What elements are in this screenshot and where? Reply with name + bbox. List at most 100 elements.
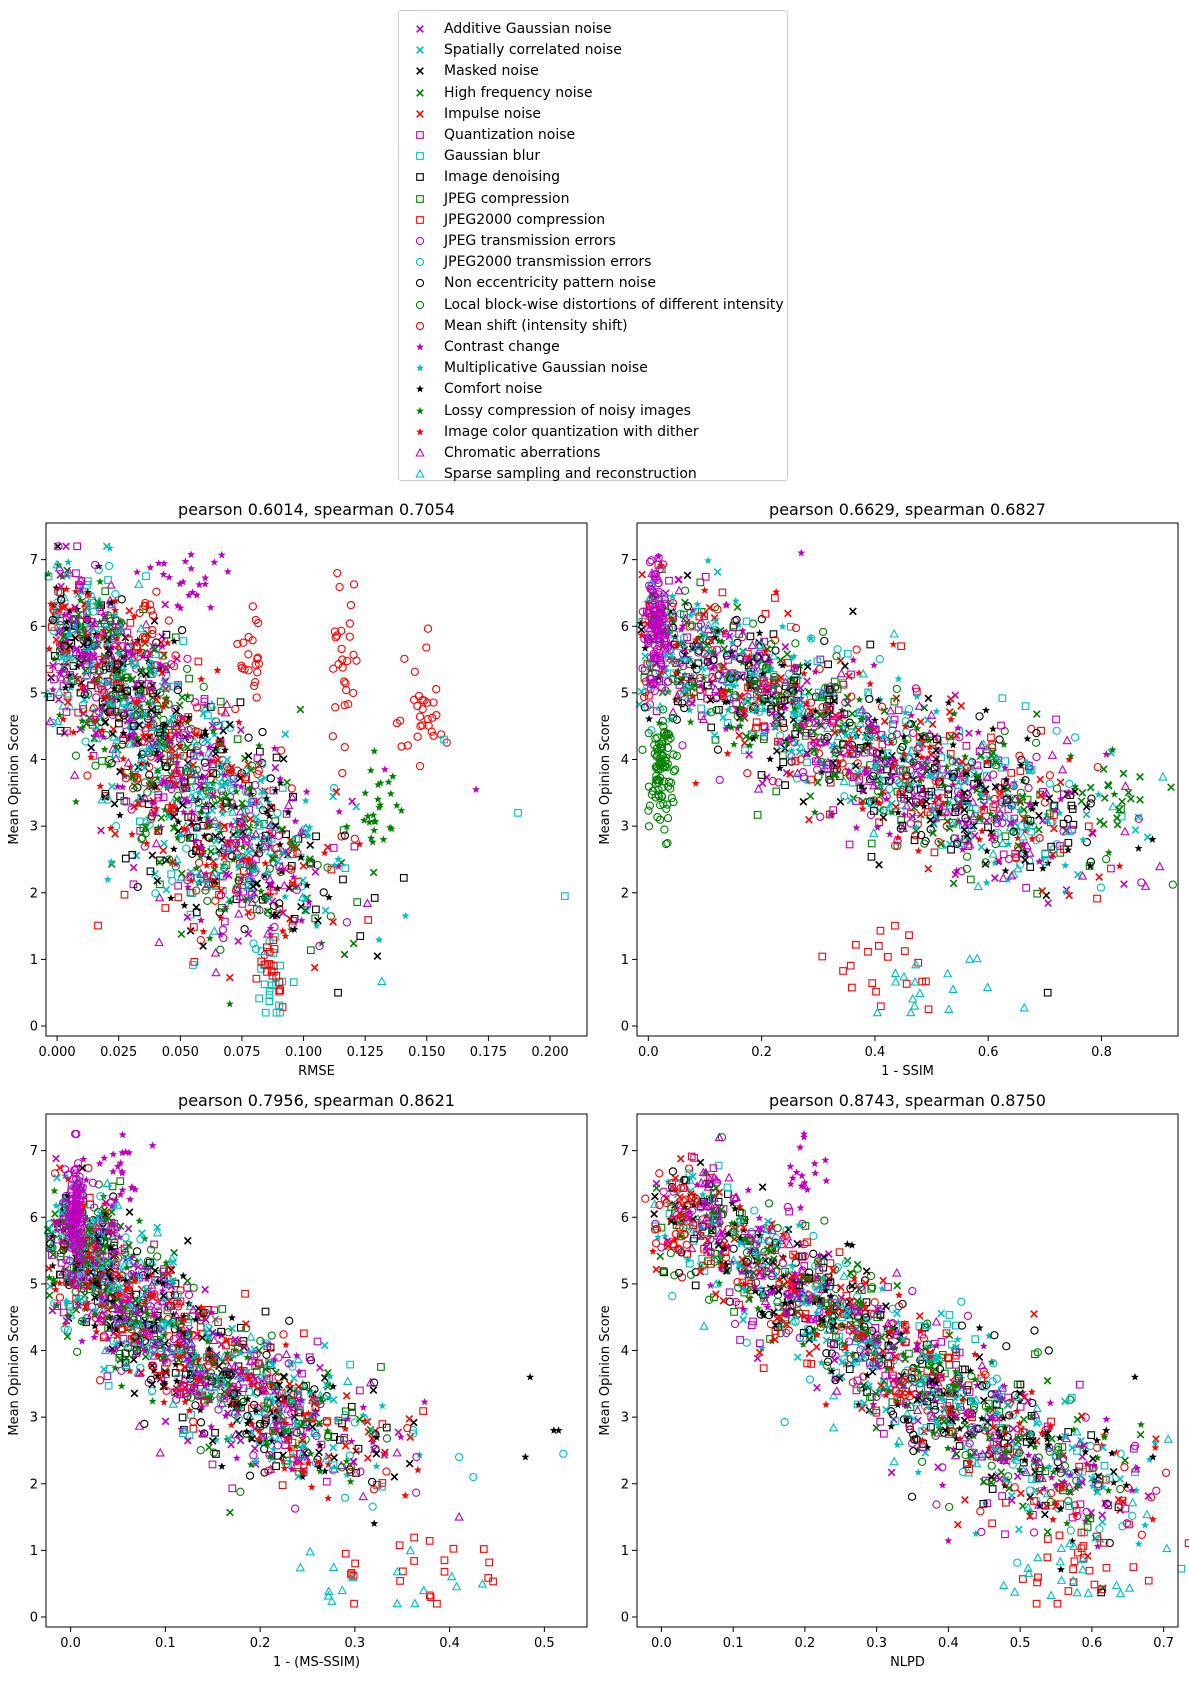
data-point	[192, 824, 201, 832]
data-point	[349, 580, 359, 589]
data-point	[1056, 778, 1065, 787]
data-point	[1118, 797, 1127, 806]
data-point	[216, 913, 225, 922]
data-point	[216, 697, 225, 706]
data-point	[197, 773, 206, 781]
data-point	[194, 657, 203, 666]
data-point	[715, 775, 724, 785]
data-point	[190, 698, 200, 707]
data-point	[392, 1447, 402, 1457]
data-point	[136, 751, 145, 760]
data-point	[170, 637, 179, 645]
data-point	[203, 813, 212, 822]
data-point	[52, 583, 61, 592]
data-point	[78, 700, 88, 710]
data-point	[97, 703, 106, 712]
data-point	[191, 1401, 200, 1410]
legend-item: Local block-wise distortions of differen…	[399, 295, 787, 316]
data-point	[755, 629, 764, 637]
data-point	[183, 718, 192, 726]
data-point	[988, 848, 998, 858]
data-point	[250, 868, 259, 877]
data-point	[342, 918, 352, 927]
data-point	[390, 1473, 399, 1481]
data-point	[217, 550, 226, 559]
data-point	[59, 637, 68, 646]
legend-marker-icon	[416, 131, 424, 139]
data-point	[366, 766, 375, 774]
data-point	[1045, 771, 1054, 780]
data-point	[155, 858, 164, 867]
data-point	[176, 742, 185, 750]
data-point	[872, 987, 880, 996]
data-point	[238, 856, 247, 864]
data-point	[889, 628, 899, 638]
legend-marker	[416, 109, 424, 118]
data-point	[352, 656, 361, 665]
data-point	[210, 730, 219, 738]
data-point	[1043, 988, 1052, 997]
data-point	[329, 844, 338, 852]
data-point	[363, 1454, 372, 1462]
data-point	[237, 782, 246, 791]
data-point	[320, 848, 329, 857]
data-point	[1023, 734, 1032, 743]
data-point	[932, 707, 941, 715]
data-point	[139, 731, 148, 740]
data-point	[222, 699, 232, 709]
data-point	[252, 905, 261, 914]
data-point	[242, 773, 251, 781]
data-point	[753, 783, 764, 793]
data-point	[1034, 825, 1043, 834]
data-point	[184, 732, 193, 740]
data-point	[158, 632, 166, 641]
data-point	[693, 600, 702, 608]
data-point	[867, 852, 876, 861]
data-point	[866, 679, 875, 688]
data-point	[261, 859, 270, 867]
data-point	[868, 828, 879, 837]
data-point	[154, 559, 163, 567]
data-point	[377, 976, 387, 986]
data-point	[254, 766, 263, 775]
data-point	[174, 881, 183, 890]
data-point	[286, 850, 294, 859]
data-point	[1032, 752, 1041, 762]
data-point	[127, 805, 136, 814]
data-point	[866, 640, 875, 649]
data-points	[43, 542, 569, 1017]
data-point	[200, 831, 209, 840]
data-point	[219, 791, 227, 800]
data-point	[91, 761, 100, 770]
data-point	[841, 662, 849, 670]
data-point	[712, 645, 722, 654]
data-point	[56, 571, 65, 579]
data-point	[1026, 863, 1035, 871]
y-axis-label: Mean Opinion Score	[598, 714, 613, 844]
data-point	[321, 906, 330, 915]
data-point	[133, 567, 142, 576]
legend-marker-icon	[416, 363, 424, 372]
data-point	[153, 766, 162, 775]
data-point	[267, 802, 276, 810]
data-point	[279, 909, 287, 917]
data-point	[248, 602, 257, 611]
data-point	[194, 878, 203, 887]
data-point	[87, 658, 97, 668]
data-point	[114, 692, 123, 701]
data-point	[369, 1386, 378, 1395]
data-point	[114, 649, 123, 658]
data-point	[514, 808, 522, 817]
data-point	[262, 794, 271, 803]
data-point	[71, 634, 80, 642]
data-point	[120, 890, 129, 899]
data-point	[105, 544, 114, 552]
data-point	[678, 741, 687, 750]
data-point	[216, 930, 225, 939]
data-point	[81, 667, 90, 675]
data-point	[145, 700, 154, 709]
data-point	[266, 924, 275, 932]
legend-marker-icon	[416, 88, 424, 97]
data-point	[1136, 773, 1144, 781]
data-point	[212, 836, 221, 845]
